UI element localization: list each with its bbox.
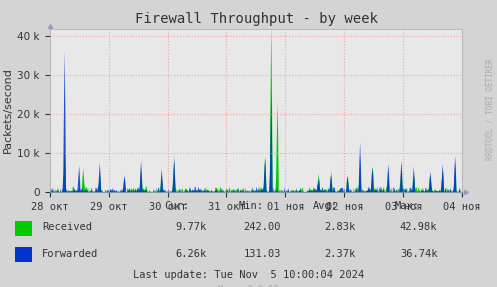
Text: 9.77k: 9.77k: [175, 222, 206, 232]
Text: 2.37k: 2.37k: [324, 249, 355, 259]
Title: Firewall Throughput - by week: Firewall Throughput - by week: [135, 12, 377, 26]
Text: 42.98k: 42.98k: [400, 222, 437, 232]
Text: 36.74k: 36.74k: [400, 249, 437, 259]
Text: Forwarded: Forwarded: [42, 249, 98, 259]
Text: Min:: Min:: [239, 201, 263, 211]
Text: Munin 2.0.67: Munin 2.0.67: [219, 285, 278, 287]
Text: RRDTOOL / TOBI OETIKER: RRDTOOL / TOBI OETIKER: [486, 58, 495, 160]
Y-axis label: Packets/second: Packets/second: [3, 67, 13, 154]
Text: Received: Received: [42, 222, 92, 232]
Bar: [15, 247, 32, 262]
Text: 2.83k: 2.83k: [324, 222, 355, 232]
Text: 131.03: 131.03: [244, 249, 281, 259]
Text: Avg:: Avg:: [313, 201, 338, 211]
Text: 6.26k: 6.26k: [175, 249, 206, 259]
Bar: [15, 221, 32, 236]
Text: Last update: Tue Nov  5 10:00:04 2024: Last update: Tue Nov 5 10:00:04 2024: [133, 269, 364, 280]
Text: Max:: Max:: [395, 201, 420, 211]
Text: Cur:: Cur:: [164, 201, 189, 211]
Text: 242.00: 242.00: [244, 222, 281, 232]
